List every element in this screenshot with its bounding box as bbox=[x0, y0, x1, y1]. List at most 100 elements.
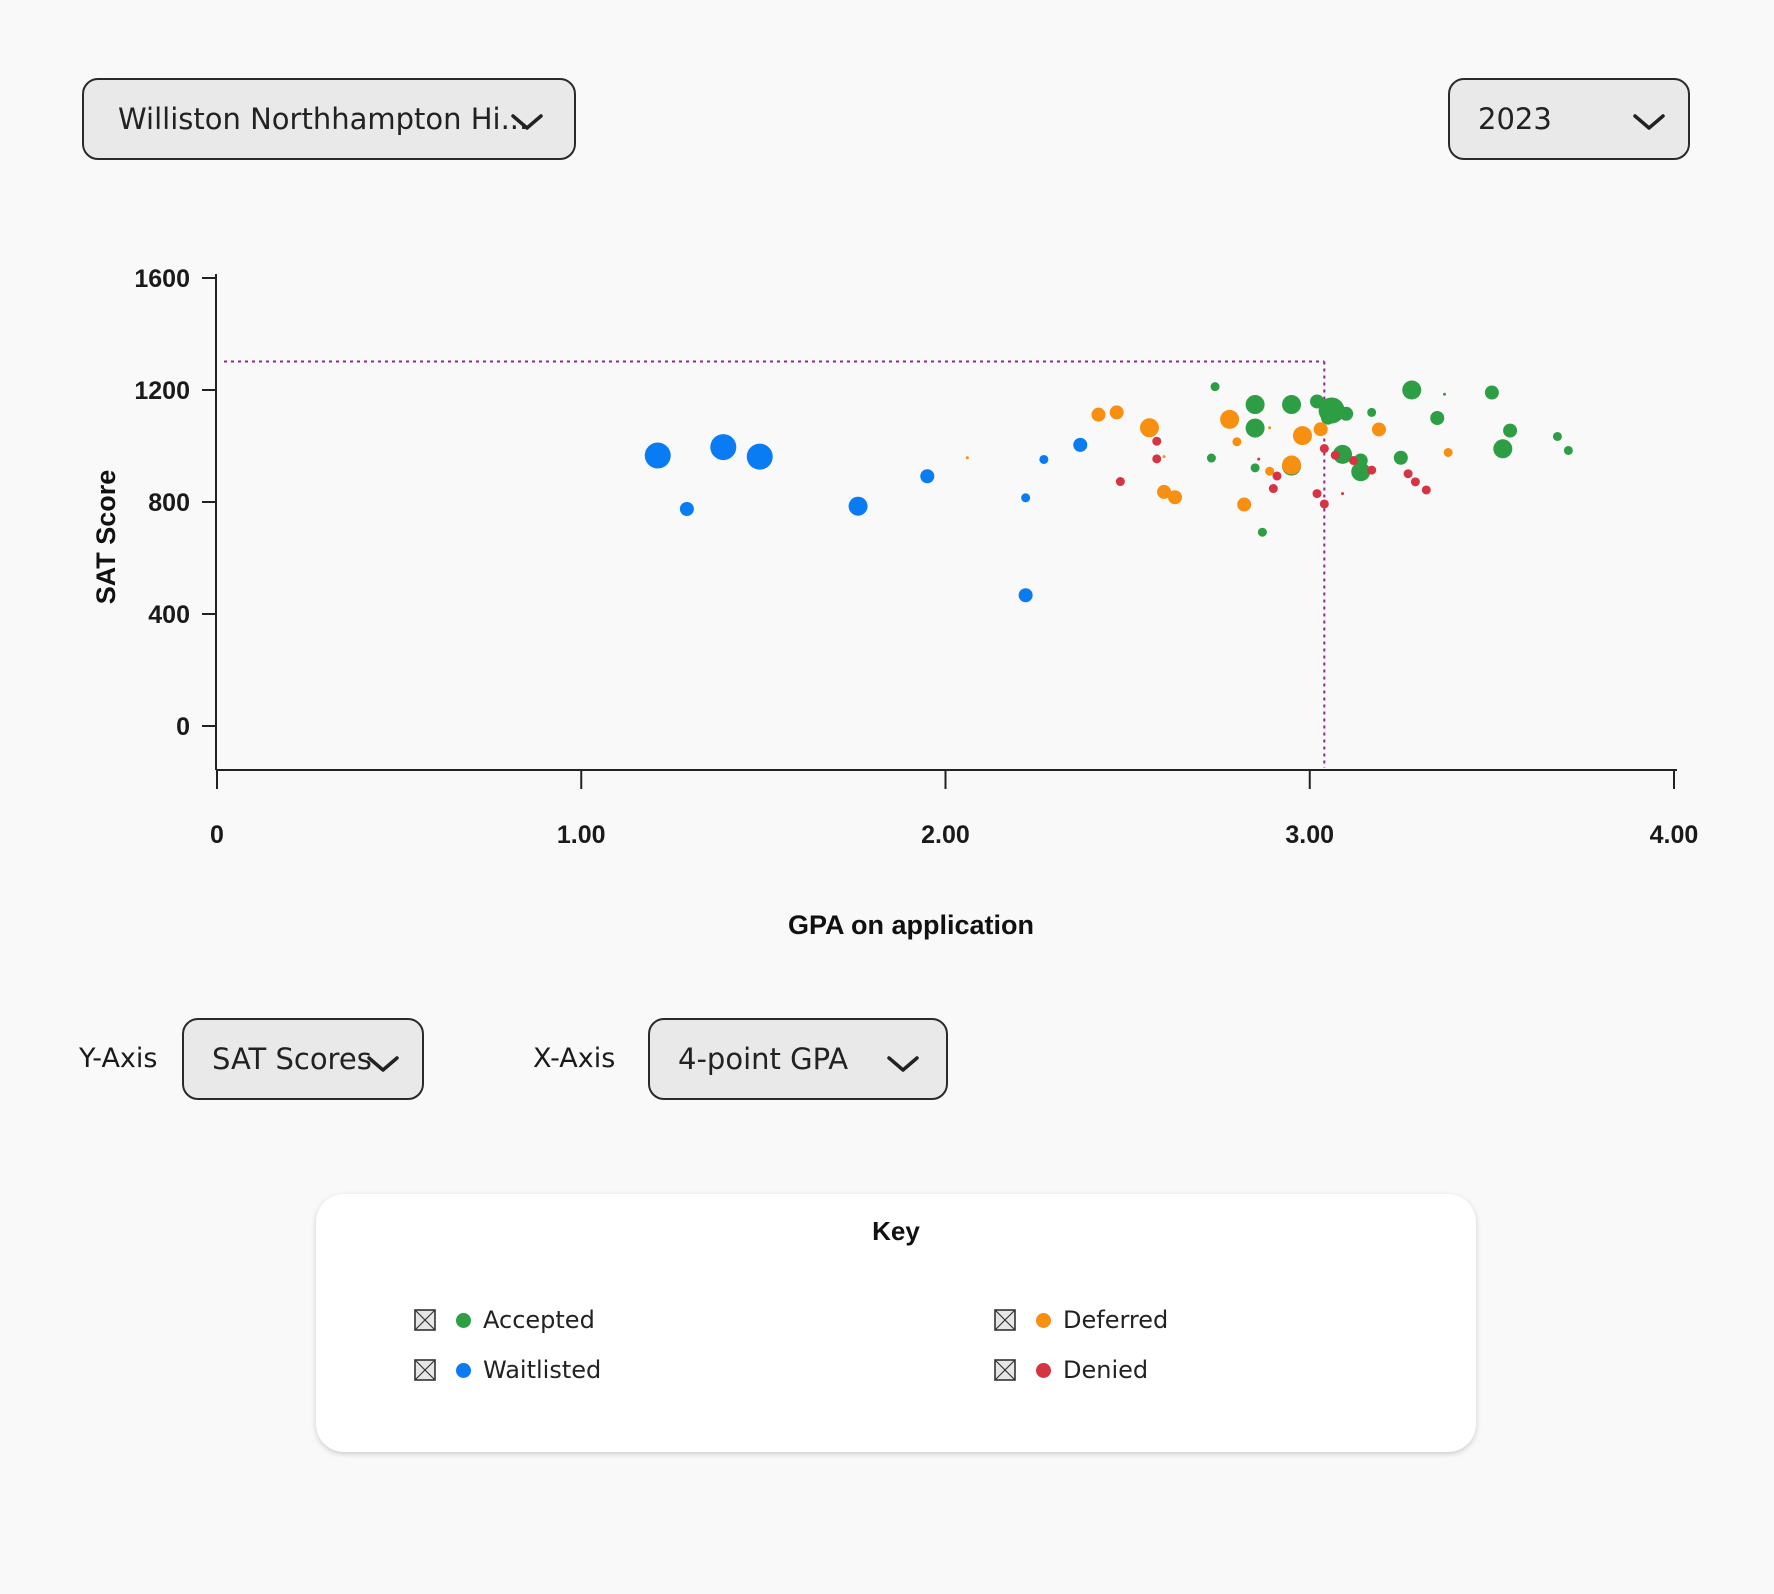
x-axis-select-value: 4-point GPA bbox=[678, 1042, 849, 1076]
checkbox-icon[interactable] bbox=[414, 1309, 436, 1331]
point-denied[interactable] bbox=[1319, 444, 1329, 454]
x-axis-title: GPA on application bbox=[788, 910, 1034, 940]
school-select-value: Williston Northhampton Hi... bbox=[118, 102, 529, 136]
checkbox-icon[interactable] bbox=[414, 1359, 436, 1381]
series-accepted bbox=[1206, 380, 1573, 537]
point-accepted[interactable] bbox=[1552, 431, 1562, 441]
point-accepted[interactable] bbox=[1250, 463, 1260, 473]
point-denied[interactable] bbox=[1312, 489, 1322, 499]
point-deferred[interactable] bbox=[1109, 405, 1124, 420]
point-denied[interactable] bbox=[1152, 454, 1162, 464]
point-accepted[interactable] bbox=[1206, 453, 1216, 463]
point-deferred[interactable] bbox=[1268, 426, 1272, 430]
point-denied[interactable] bbox=[1272, 471, 1282, 481]
point-waitlisted[interactable] bbox=[644, 442, 671, 469]
x-tick-label: 3.00 bbox=[1285, 821, 1334, 849]
point-accepted[interactable] bbox=[1443, 392, 1447, 396]
point-deferred[interactable] bbox=[1265, 466, 1275, 476]
point-accepted[interactable] bbox=[1245, 418, 1265, 438]
year-select[interactable]: 2023 bbox=[1448, 78, 1690, 160]
y-tick-label: 0 bbox=[176, 713, 190, 741]
point-accepted[interactable] bbox=[1430, 411, 1445, 425]
point-accepted[interactable] bbox=[1339, 406, 1354, 421]
legend-item-denied[interactable]: Denied bbox=[994, 1356, 1148, 1384]
point-waitlisted[interactable] bbox=[1018, 588, 1033, 603]
point-denied[interactable] bbox=[1341, 492, 1345, 496]
point-accepted[interactable] bbox=[1563, 445, 1573, 455]
legend-item-waitlisted[interactable]: Waitlisted bbox=[414, 1356, 601, 1384]
point-denied[interactable] bbox=[1152, 436, 1162, 446]
point-waitlisted[interactable] bbox=[1073, 437, 1088, 452]
point-accepted[interactable] bbox=[1484, 385, 1499, 400]
point-accepted[interactable] bbox=[1210, 382, 1220, 392]
point-denied[interactable] bbox=[1268, 484, 1278, 494]
y-tick-label: 1600 bbox=[134, 265, 190, 293]
point-deferred[interactable] bbox=[1232, 437, 1242, 447]
point-denied[interactable] bbox=[1257, 457, 1261, 461]
point-accepted[interactable] bbox=[1333, 444, 1353, 464]
y-axis-select[interactable]: SAT Scores bbox=[182, 1018, 424, 1100]
chevron-down-icon bbox=[511, 114, 543, 130]
y-axis-control-label: Y-Axis bbox=[79, 1043, 158, 1074]
point-accepted[interactable] bbox=[1393, 450, 1408, 465]
point-denied[interactable] bbox=[1410, 477, 1420, 487]
point-waitlisted[interactable] bbox=[679, 502, 694, 516]
data-points bbox=[644, 380, 1573, 603]
point-waitlisted[interactable] bbox=[710, 434, 737, 461]
point-deferred[interactable] bbox=[1282, 455, 1302, 475]
legend-item-accepted[interactable]: Accepted bbox=[414, 1306, 595, 1334]
point-accepted[interactable] bbox=[1282, 395, 1302, 415]
deferred-dot-icon bbox=[1036, 1312, 1051, 1328]
point-deferred[interactable] bbox=[1139, 418, 1159, 438]
point-deferred[interactable] bbox=[1167, 490, 1182, 505]
point-accepted[interactable] bbox=[1320, 410, 1335, 425]
denied-dot-icon bbox=[1036, 1362, 1051, 1378]
point-accepted[interactable] bbox=[1493, 439, 1513, 459]
legend-label-deferred: Deferred bbox=[1063, 1306, 1169, 1334]
legend-item-deferred[interactable]: Deferred bbox=[994, 1306, 1168, 1334]
point-accepted[interactable] bbox=[1367, 407, 1377, 417]
point-accepted[interactable] bbox=[1503, 423, 1518, 438]
point-waitlisted[interactable] bbox=[1021, 493, 1031, 503]
point-deferred[interactable] bbox=[1313, 422, 1328, 437]
point-deferred[interactable] bbox=[1292, 426, 1312, 446]
point-deferred[interactable] bbox=[1091, 407, 1106, 422]
accepted-dot-icon bbox=[456, 1312, 471, 1328]
waitlisted-dot-icon bbox=[456, 1362, 471, 1378]
point-accepted[interactable] bbox=[1402, 380, 1422, 400]
legend-label-waitlisted: Waitlisted bbox=[483, 1356, 602, 1384]
point-accepted[interactable] bbox=[1257, 527, 1267, 537]
point-waitlisted[interactable] bbox=[848, 496, 868, 516]
point-deferred[interactable] bbox=[1162, 455, 1166, 459]
point-accepted[interactable] bbox=[1351, 462, 1371, 482]
point-denied[interactable] bbox=[1403, 469, 1413, 479]
point-accepted[interactable] bbox=[1245, 395, 1265, 415]
point-deferred[interactable] bbox=[1220, 409, 1240, 429]
x-axis-select[interactable]: 4-point GPA bbox=[648, 1018, 948, 1100]
school-select[interactable]: Williston Northhampton Hi... bbox=[82, 78, 576, 160]
point-waitlisted[interactable] bbox=[1039, 454, 1049, 464]
series-denied bbox=[1115, 436, 1431, 509]
checkbox-icon[interactable] bbox=[994, 1359, 1016, 1381]
x-tick-label: 1.00 bbox=[557, 821, 606, 849]
year-select-value: 2023 bbox=[1478, 102, 1552, 136]
point-deferred[interactable] bbox=[1237, 497, 1252, 512]
point-deferred[interactable] bbox=[1443, 447, 1453, 457]
y-tick-label: 1200 bbox=[134, 377, 190, 405]
point-denied[interactable] bbox=[1421, 485, 1431, 495]
series-waitlisted bbox=[644, 434, 1088, 603]
point-denied[interactable] bbox=[1330, 450, 1340, 460]
point-deferred[interactable] bbox=[1371, 422, 1386, 437]
point-waitlisted[interactable] bbox=[920, 469, 935, 484]
point-deferred[interactable] bbox=[1157, 484, 1172, 499]
checkbox-icon[interactable] bbox=[994, 1309, 1016, 1331]
point-deferred[interactable] bbox=[965, 456, 969, 460]
point-denied[interactable] bbox=[1348, 456, 1358, 466]
point-denied[interactable] bbox=[1367, 465, 1377, 475]
legend-label-denied: Denied bbox=[1063, 1356, 1149, 1384]
point-denied[interactable] bbox=[1115, 477, 1125, 487]
x-tick-label: 0 bbox=[210, 821, 224, 849]
point-waitlisted[interactable] bbox=[746, 443, 773, 470]
point-denied[interactable] bbox=[1319, 499, 1329, 509]
